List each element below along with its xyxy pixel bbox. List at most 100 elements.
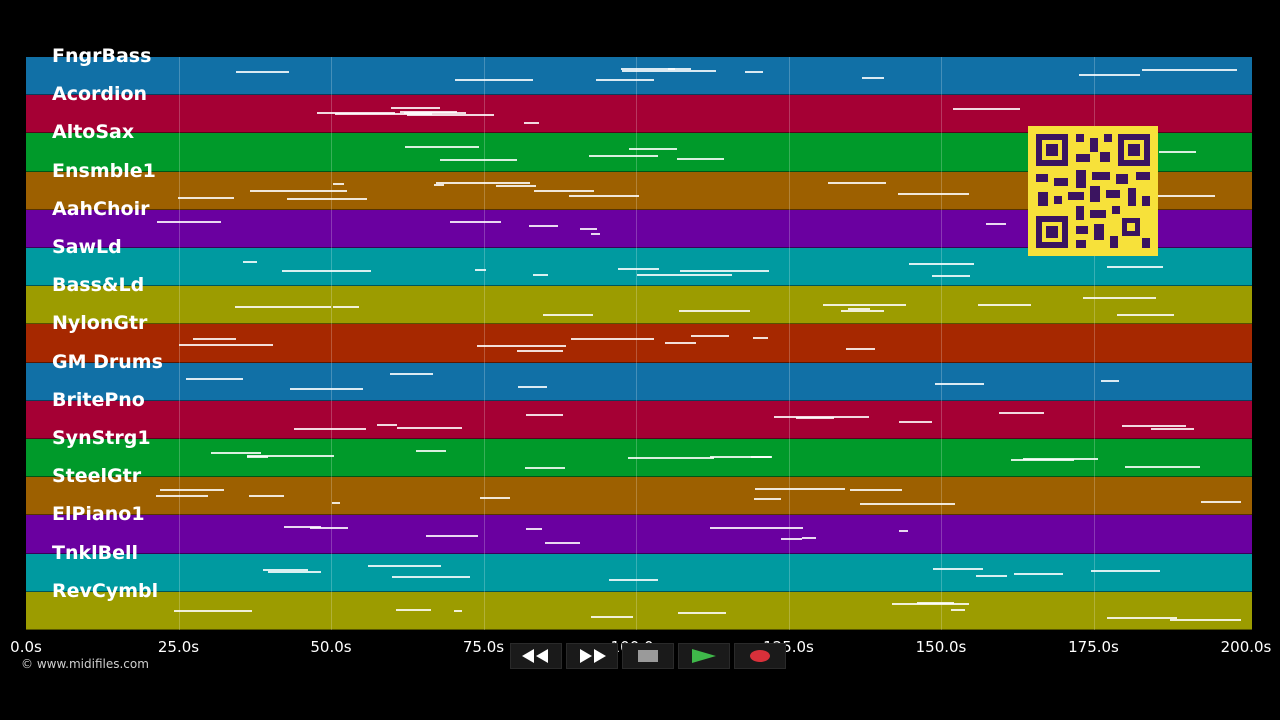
time-gridline bbox=[331, 57, 332, 630]
note-mark bbox=[529, 225, 559, 228]
qr-code[interactable] bbox=[1028, 126, 1158, 256]
play-icon bbox=[692, 649, 716, 663]
note-mark bbox=[590, 616, 634, 619]
note-mark bbox=[186, 377, 243, 380]
rewind-button[interactable] bbox=[510, 643, 562, 669]
note-mark bbox=[891, 603, 969, 606]
record-button[interactable] bbox=[734, 643, 786, 669]
track-label: BritePno bbox=[52, 388, 145, 411]
note-mark bbox=[400, 111, 458, 114]
note-mark bbox=[931, 274, 971, 277]
note-mark bbox=[1107, 265, 1163, 268]
note-mark bbox=[899, 421, 933, 424]
note-mark bbox=[526, 527, 542, 530]
copyright-text: © www.midifiles.com bbox=[21, 657, 149, 671]
stop-button[interactable] bbox=[622, 643, 674, 669]
note-mark bbox=[952, 107, 1020, 110]
note-mark bbox=[744, 71, 764, 74]
note-mark bbox=[753, 497, 782, 500]
time-tick-label: 25.0s bbox=[157, 638, 200, 656]
note-mark bbox=[591, 233, 601, 236]
note-mark bbox=[1078, 74, 1140, 77]
note-mark bbox=[533, 189, 595, 192]
note-mark bbox=[334, 113, 432, 116]
rewind-icon bbox=[522, 649, 548, 663]
note-mark bbox=[628, 456, 715, 459]
note-mark bbox=[828, 182, 887, 185]
note-mark bbox=[1116, 314, 1174, 316]
note-mark bbox=[433, 184, 444, 187]
note-mark bbox=[950, 608, 965, 611]
fast-forward-button[interactable] bbox=[566, 643, 618, 669]
track-label: GM Drums bbox=[52, 350, 163, 373]
note-mark bbox=[425, 534, 479, 537]
track-lane[interactable] bbox=[26, 477, 1252, 516]
time-tick-label: 150.0s bbox=[915, 638, 967, 656]
note-mark bbox=[1142, 69, 1238, 72]
note-mark bbox=[1151, 427, 1194, 430]
transport-controls bbox=[510, 643, 786, 669]
note-mark bbox=[317, 111, 395, 114]
note-mark bbox=[377, 423, 398, 426]
note-mark bbox=[898, 193, 970, 196]
note-mark bbox=[822, 304, 906, 307]
note-mark bbox=[533, 273, 549, 276]
note-mark bbox=[1170, 618, 1241, 621]
note-mark bbox=[367, 565, 442, 568]
track-lane[interactable] bbox=[26, 362, 1252, 401]
note-mark bbox=[294, 428, 367, 431]
track-lane[interactable] bbox=[26, 553, 1252, 592]
track-label: TnklBell bbox=[52, 541, 139, 564]
note-mark bbox=[404, 145, 480, 148]
note-mark bbox=[934, 382, 984, 385]
note-mark bbox=[333, 183, 345, 186]
note-mark bbox=[679, 270, 770, 273]
note-mark bbox=[391, 106, 440, 109]
time-gridline bbox=[1093, 57, 1095, 630]
note-mark bbox=[156, 495, 208, 498]
time-gridline bbox=[788, 57, 790, 630]
note-mark bbox=[392, 576, 471, 579]
note-mark bbox=[622, 70, 717, 73]
note-mark bbox=[840, 309, 885, 312]
note-mark bbox=[449, 220, 502, 223]
note-mark bbox=[235, 306, 331, 309]
note-mark bbox=[691, 334, 730, 337]
note-mark bbox=[243, 261, 258, 264]
note-mark bbox=[932, 568, 983, 571]
note-mark bbox=[248, 494, 285, 497]
note-mark bbox=[677, 611, 726, 614]
track-lane[interactable] bbox=[26, 57, 1252, 96]
note-mark bbox=[545, 542, 581, 545]
track-lane[interactable] bbox=[26, 324, 1252, 363]
note-mark bbox=[403, 112, 467, 115]
note-mark bbox=[986, 222, 1007, 225]
note-mark bbox=[1101, 379, 1119, 382]
track-lane[interactable] bbox=[26, 515, 1252, 554]
note-mark bbox=[678, 310, 750, 313]
note-mark bbox=[249, 189, 348, 192]
track-lane[interactable] bbox=[26, 286, 1252, 325]
track-label: Bass&Ld bbox=[52, 274, 145, 297]
note-mark bbox=[396, 608, 432, 611]
note-mark bbox=[710, 526, 804, 529]
note-mark bbox=[752, 337, 769, 340]
note-mark bbox=[773, 415, 869, 418]
note-mark bbox=[416, 449, 447, 452]
note-mark bbox=[1124, 465, 1201, 468]
note-mark bbox=[476, 345, 567, 348]
track-lane[interactable] bbox=[26, 439, 1252, 478]
note-mark bbox=[331, 502, 340, 505]
note-mark bbox=[159, 488, 224, 491]
note-mark bbox=[246, 455, 335, 458]
play-button[interactable] bbox=[678, 643, 730, 669]
track-lane[interactable] bbox=[26, 591, 1252, 630]
track-label: RevCymbl bbox=[52, 579, 159, 602]
note-mark bbox=[333, 305, 359, 308]
note-mark bbox=[596, 79, 654, 82]
track-lane[interactable] bbox=[26, 400, 1252, 439]
note-mark bbox=[523, 121, 539, 124]
stop-icon bbox=[638, 650, 658, 662]
note-mark bbox=[1011, 458, 1075, 461]
note-mark bbox=[156, 221, 222, 224]
